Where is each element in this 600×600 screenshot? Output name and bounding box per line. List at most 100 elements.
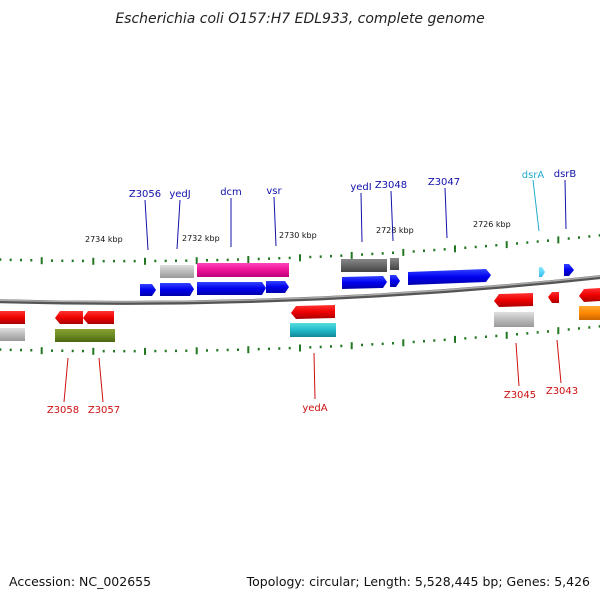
gene-arrow-z3056[interactable]: [160, 283, 194, 296]
gene-arrow-dcm[interactable]: [266, 281, 289, 293]
tick-minor: [216, 258, 219, 262]
gene-box-yedj-rna[interactable]: [160, 265, 194, 278]
tick-minor: [423, 340, 425, 343]
tick-minor: [185, 259, 188, 262]
tick-minor: [485, 244, 487, 248]
tick-minor: [392, 251, 394, 254]
tick-minor: [547, 239, 549, 242]
top-leader-lines: [144, 179, 567, 251]
tick-minor: [133, 349, 136, 353]
tick-major: [454, 335, 456, 343]
tick-minor: [268, 257, 270, 260]
gene-label-dsrb[interactable]: dsrB: [554, 169, 577, 180]
bottom-leader-lines: [63, 339, 562, 403]
accession-text: Accession: NC_002655: [9, 574, 151, 589]
gene-arrow-yedi[interactable]: [342, 276, 387, 289]
tick-minor: [371, 343, 374, 346]
tick-minor: [51, 259, 53, 262]
gene-label-yeda[interactable]: yedA: [302, 403, 327, 414]
tick-major: [454, 245, 456, 253]
gene-box-dcm[interactable]: [197, 263, 289, 277]
gene-arrow-dsrb[interactable]: [564, 264, 574, 276]
gene-box-z3045[interactable]: [494, 312, 534, 327]
gene-box-right-edge[interactable]: [579, 306, 600, 320]
gene-label-z3045[interactable]: Z3045: [504, 390, 536, 401]
gene-label-z3047[interactable]: Z3047: [428, 177, 460, 188]
tick-minor: [319, 255, 322, 258]
minus-strand-genes: [0, 288, 600, 342]
tick-minor: [164, 349, 167, 353]
tick-minor: [433, 339, 436, 342]
tick-minor: [443, 248, 446, 251]
kbp-label-2726: 2726 kbp: [473, 220, 511, 229]
gene-box-z3057[interactable]: [55, 329, 115, 342]
gene-arrow-right-edge[interactable]: [579, 288, 600, 302]
tick-minor: [278, 347, 281, 350]
tick-minor: [412, 340, 415, 344]
tick-minor: [361, 253, 363, 256]
tick-minor: [71, 349, 74, 353]
tick-row-bottom: [0, 325, 600, 355]
gene-box-left-edge[interactable]: [0, 328, 25, 341]
tick-minor: [536, 331, 539, 334]
kbp-label-2734: 2734 kbp: [85, 235, 123, 244]
tick-minor: [330, 254, 332, 258]
tick-minor: [51, 349, 53, 352]
tick-minor: [495, 334, 498, 338]
tick-minor: [102, 259, 105, 263]
gene-box-yedi-rna[interactable]: [341, 259, 387, 272]
gene-label-yedj[interactable]: yedJ: [169, 189, 190, 200]
tick-major: [402, 248, 405, 256]
tick-minor: [278, 257, 281, 260]
tick-minor: [423, 249, 425, 252]
gene-label-dsra[interactable]: dsrA: [522, 170, 545, 181]
gene-arrow-z3045[interactable]: [494, 293, 533, 307]
gene-arrow-dsra[interactable]: [539, 267, 545, 277]
tick-minor: [588, 235, 591, 238]
tick-minor: [474, 245, 477, 249]
tick-minor: [257, 347, 260, 351]
gene-box-yeda[interactable]: [290, 323, 336, 337]
gene-label-z3056[interactable]: Z3056: [129, 189, 161, 200]
tick-minor: [185, 349, 188, 352]
gene-label-dcm[interactable]: dcm: [220, 187, 242, 198]
gene-arrow-z3058[interactable]: [55, 311, 83, 324]
tick-minor: [526, 241, 529, 244]
gene-arrow-yedj[interactable]: [197, 282, 266, 295]
gene-arrow-z3057[interactable]: [83, 311, 114, 324]
tick-major: [402, 339, 405, 347]
gene-arrow[interactable]: [140, 284, 156, 296]
gene-label-vsr[interactable]: vsr: [266, 186, 282, 197]
tick-major: [40, 257, 43, 265]
tick-major: [557, 236, 560, 244]
tick-minor: [61, 349, 64, 352]
gene-label-z3058[interactable]: Z3058: [47, 405, 79, 416]
gene-label-z3048[interactable]: Z3048: [375, 180, 407, 191]
gene-label-yedi[interactable]: yedI: [350, 182, 371, 193]
tick-minor: [547, 330, 549, 333]
tick-minor: [123, 349, 126, 353]
gene-arrow-z3048[interactable]: [390, 275, 400, 287]
tick-minor: [578, 236, 580, 239]
tick-minor: [20, 258, 22, 262]
gene-arrow-z3043[interactable]: [548, 292, 559, 303]
tick-minor: [464, 337, 467, 340]
gene-label-z3043[interactable]: Z3043: [546, 386, 578, 397]
tick-major: [92, 347, 95, 355]
gene-label-z3057[interactable]: Z3057: [88, 405, 120, 416]
tick-minor: [9, 348, 12, 352]
gene-box-z3048-rna[interactable]: [390, 258, 399, 270]
tick-minor: [340, 254, 343, 257]
tick-minor: [288, 346, 291, 350]
tick-major: [195, 347, 198, 355]
tick-minor: [495, 244, 498, 247]
gene-arrow-z3047[interactable]: [408, 269, 491, 285]
tick-major: [505, 241, 508, 249]
tick-minor: [226, 348, 229, 352]
gene-arrow-left-edge[interactable]: [0, 311, 25, 324]
tick-minor: [288, 256, 291, 260]
tick-minor: [175, 349, 177, 353]
gene-arrow-yeda[interactable]: [291, 305, 335, 319]
tick-minor: [30, 349, 33, 352]
